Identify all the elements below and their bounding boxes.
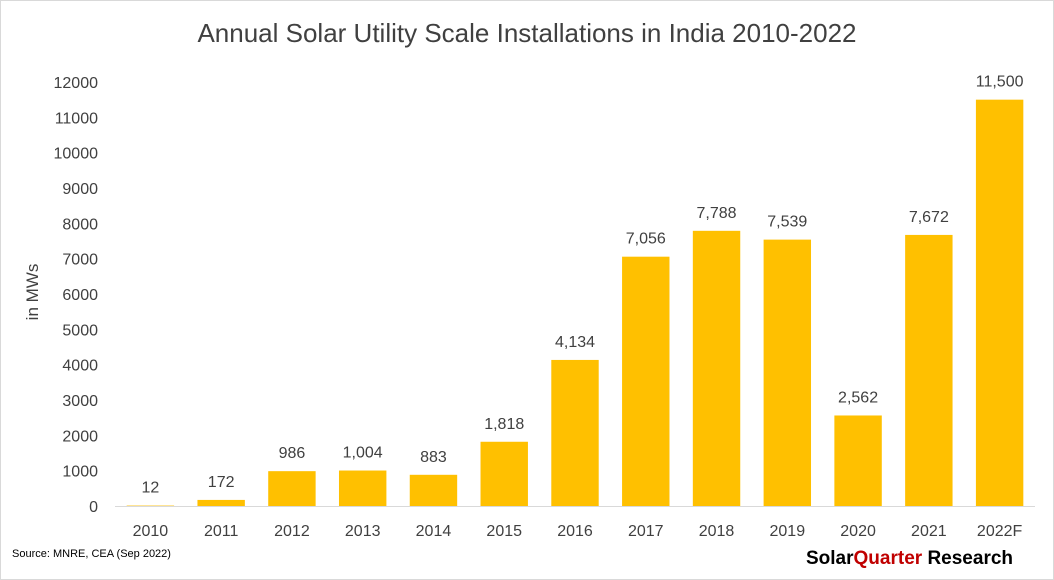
bar-2013 xyxy=(338,470,387,506)
brand-part-quarter: Quarter xyxy=(853,548,923,569)
y-tick-label: 3000 xyxy=(62,393,98,410)
bar-2022f xyxy=(975,99,1024,507)
x-tick-label: 2017 xyxy=(628,523,664,540)
bars xyxy=(126,99,1024,507)
data-label: 7,672 xyxy=(909,209,949,226)
x-tick-label: 2019 xyxy=(770,523,806,540)
bar-2011 xyxy=(197,499,245,506)
data-label: 1,818 xyxy=(484,416,524,433)
y-tick-label: 6000 xyxy=(62,287,98,304)
x-tick-label: 2013 xyxy=(345,523,381,540)
bar-2021 xyxy=(905,234,953,506)
data-label: 4,134 xyxy=(555,334,595,351)
data-labels: 12 172 986 1,004 883 1,818 4,134 7,056 7,788 7,53… xyxy=(141,74,1023,497)
y-tick-label: 10000 xyxy=(54,146,99,163)
brand-part-solar: Solar xyxy=(806,548,854,569)
bar-2016 xyxy=(551,359,599,506)
x-tick-label: 2021 xyxy=(911,523,947,540)
data-label: 2,562 xyxy=(838,389,878,406)
y-tick-label: 2000 xyxy=(62,428,98,445)
data-label: 1,004 xyxy=(343,445,383,462)
x-tick-label: 2010 xyxy=(133,523,169,540)
x-axis-ticks: 2010 2011 2012 2013 2014 2015 2016 2017 2018 2019… xyxy=(133,523,1023,540)
x-tick-label: 2020 xyxy=(840,523,876,540)
y-tick-label: 7000 xyxy=(62,252,98,269)
bar-2020 xyxy=(834,415,882,506)
data-label: 172 xyxy=(208,474,235,491)
bar-2014 xyxy=(409,474,458,506)
data-label: 7,056 xyxy=(626,231,666,248)
y-tick-label: 0 xyxy=(89,499,98,516)
brand-part-research: Research xyxy=(922,548,1014,569)
bar-2017 xyxy=(622,256,670,506)
data-label: 883 xyxy=(420,449,447,466)
y-tick-label: 8000 xyxy=(62,216,98,233)
x-tick-label: 2016 xyxy=(557,523,593,540)
chart-title: Annual Solar Utility Scale Installations… xyxy=(197,18,857,48)
bar-2012 xyxy=(268,471,316,506)
y-tick-label: 4000 xyxy=(62,358,98,375)
data-label: 11,500 xyxy=(976,74,1024,91)
x-tick-label: 2012 xyxy=(274,523,310,540)
bar-2015 xyxy=(480,441,528,506)
y-tick-label: 12000 xyxy=(54,75,99,92)
y-tick-label: 1000 xyxy=(62,464,98,481)
data-label: 12 xyxy=(141,480,159,497)
x-tick-label: 2022F xyxy=(977,523,1023,540)
brand-logo: SolarQuarter Research xyxy=(806,548,1013,570)
data-label: 7,539 xyxy=(767,214,807,231)
x-tick-label: 2018 xyxy=(699,523,735,540)
bar-2019 xyxy=(763,239,812,506)
data-label: 7,788 xyxy=(697,205,737,222)
data-label: 986 xyxy=(279,445,306,462)
y-axis-ticks: 0 1000 2000 3000 4000 5000 6000 7000 8000 9000 100… xyxy=(54,75,99,516)
x-tick-label: 2014 xyxy=(416,523,452,540)
x-tick-label: 2015 xyxy=(486,523,522,540)
bar-2018 xyxy=(692,230,741,506)
y-tick-label: 9000 xyxy=(62,181,98,198)
source-note: Source: MNRE, CEA (Sep 2022) xyxy=(12,548,171,560)
y-axis-label: in MWs xyxy=(23,264,42,321)
y-tick-label: 11000 xyxy=(55,110,98,127)
y-tick-label: 5000 xyxy=(62,322,98,339)
x-tick-label: 2011 xyxy=(204,523,239,540)
